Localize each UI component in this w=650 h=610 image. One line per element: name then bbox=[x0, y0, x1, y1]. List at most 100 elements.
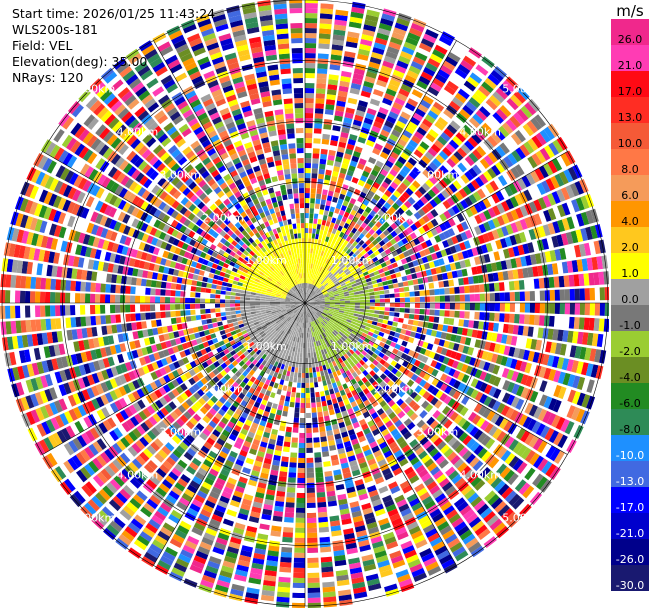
velocity-gate bbox=[327, 500, 338, 507]
velocity-gate bbox=[464, 337, 472, 346]
velocity-gate bbox=[420, 241, 428, 250]
velocity-gate bbox=[532, 473, 544, 487]
velocity-gate bbox=[329, 274, 335, 280]
velocity-gate bbox=[264, 499, 274, 506]
velocity-gate bbox=[143, 502, 156, 514]
velocity-gate bbox=[323, 257, 328, 263]
velocity-gate bbox=[409, 412, 419, 421]
velocity-gate bbox=[281, 325, 287, 331]
velocity-gate bbox=[306, 288, 308, 294]
velocity-gate bbox=[449, 100, 461, 112]
velocity-gate bbox=[341, 372, 348, 379]
velocity-gate bbox=[314, 301, 320, 303]
velocity-gate bbox=[339, 271, 346, 277]
velocity-gate bbox=[265, 306, 271, 310]
velocity-gate bbox=[186, 507, 199, 517]
velocity-gate bbox=[220, 369, 227, 377]
velocity-gate bbox=[303, 307, 305, 313]
velocity-gate bbox=[538, 165, 549, 179]
velocity-gate bbox=[338, 421, 346, 429]
velocity-gate bbox=[238, 367, 245, 374]
velocity-gate bbox=[347, 429, 356, 436]
velocity-gate bbox=[389, 257, 396, 264]
velocity-gate bbox=[349, 292, 355, 296]
velocity-gate bbox=[400, 352, 408, 360]
velocity-gate bbox=[339, 231, 345, 238]
velocity-gate bbox=[524, 314, 530, 325]
velocity-gate bbox=[342, 436, 350, 443]
velocity-gate bbox=[175, 304, 181, 310]
velocity-gate bbox=[328, 292, 334, 296]
velocity-gate bbox=[293, 562, 305, 568]
velocity-gate bbox=[277, 362, 282, 369]
velocity-gate bbox=[306, 477, 315, 483]
velocity-gate bbox=[385, 241, 393, 248]
velocity-gate bbox=[510, 258, 518, 269]
velocity-gate bbox=[399, 303, 405, 308]
velocity-gate bbox=[530, 170, 540, 183]
velocity-gate bbox=[371, 266, 378, 272]
velocity-gate bbox=[339, 508, 350, 516]
velocity-gate bbox=[260, 377, 267, 384]
velocity-gate bbox=[296, 326, 299, 332]
velocity-gate bbox=[320, 328, 325, 334]
velocity-gate bbox=[110, 314, 117, 324]
velocity-gate bbox=[357, 284, 363, 289]
velocity-gate bbox=[309, 304, 315, 307]
velocity-gate bbox=[305, 299, 309, 303]
velocity-gate bbox=[493, 343, 501, 353]
velocity-gate bbox=[339, 80, 350, 88]
velocity-gate bbox=[319, 285, 324, 290]
velocity-gate bbox=[320, 321, 326, 327]
velocity-gate bbox=[378, 485, 389, 494]
velocity-gate bbox=[589, 348, 597, 362]
velocity-gate bbox=[424, 151, 435, 161]
velocity-gate bbox=[501, 392, 511, 404]
velocity-gate bbox=[484, 77, 498, 90]
velocity-gate bbox=[127, 446, 138, 457]
velocity-gate bbox=[381, 193, 389, 202]
velocity-gate bbox=[372, 317, 379, 322]
velocity-gate bbox=[307, 557, 319, 563]
velocity-gate bbox=[334, 187, 341, 194]
velocity-gate bbox=[324, 269, 329, 275]
velocity-gate bbox=[361, 423, 369, 431]
velocity-gate bbox=[259, 523, 270, 531]
velocity-gate bbox=[487, 473, 499, 486]
velocity-gate bbox=[284, 314, 290, 319]
velocity-gate bbox=[349, 244, 355, 251]
velocity-gate bbox=[396, 60, 409, 70]
velocity-gate bbox=[363, 24, 377, 32]
velocity-gate bbox=[367, 485, 377, 493]
velocity-gate bbox=[255, 543, 267, 550]
velocity-gate bbox=[379, 358, 386, 366]
velocity-gate bbox=[439, 165, 449, 175]
velocity-gate bbox=[443, 280, 450, 288]
velocity-gate bbox=[452, 370, 461, 379]
velocity-gate bbox=[359, 303, 365, 306]
velocity-gate bbox=[240, 549, 252, 558]
velocity-gate bbox=[449, 287, 455, 295]
velocity-gate bbox=[381, 276, 387, 282]
velocity-gate bbox=[403, 335, 410, 342]
velocity-gate bbox=[579, 346, 587, 360]
velocity-gate bbox=[483, 209, 492, 220]
velocity-gate bbox=[394, 227, 402, 235]
velocity-gate bbox=[316, 324, 320, 330]
velocity-gate bbox=[358, 233, 365, 240]
velocity-gate bbox=[378, 240, 386, 247]
velocity-gate bbox=[332, 256, 337, 263]
velocity-gate bbox=[312, 253, 315, 259]
velocity-gate bbox=[343, 440, 352, 448]
velocity-gate bbox=[462, 104, 474, 116]
velocity-gate bbox=[429, 536, 443, 547]
velocity-gate bbox=[371, 279, 378, 285]
velocity-gate bbox=[386, 226, 394, 233]
velocity-gate bbox=[389, 36, 403, 46]
velocity-gate bbox=[515, 147, 526, 160]
velocity-gate bbox=[433, 337, 441, 346]
velocity-gate bbox=[310, 387, 315, 393]
velocity-gate bbox=[547, 354, 555, 367]
velocity-gate bbox=[532, 266, 539, 277]
velocity-gate bbox=[151, 320, 157, 328]
